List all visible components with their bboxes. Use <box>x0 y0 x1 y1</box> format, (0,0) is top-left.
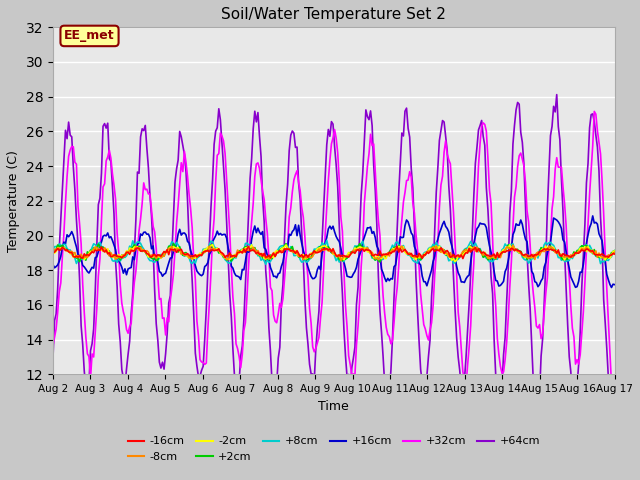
-2cm <box>118 252 125 258</box>
+64cm <box>534 411 542 417</box>
-8cm <box>611 250 618 255</box>
+8cm <box>244 242 252 248</box>
+2cm <box>49 249 57 255</box>
Legend: -16cm, -8cm, -2cm, +2cm, +8cm, +16cm, +32cm, +64cm: -16cm, -8cm, -2cm, +2cm, +8cm, +16cm, +3… <box>124 432 545 467</box>
+8cm <box>236 250 243 256</box>
+2cm <box>246 245 254 251</box>
-16cm <box>582 246 590 252</box>
-2cm <box>582 249 590 254</box>
-16cm <box>296 254 304 260</box>
+2cm <box>118 252 125 258</box>
-8cm <box>49 249 57 254</box>
+16cm <box>118 264 125 270</box>
Line: +16cm: +16cm <box>53 216 614 288</box>
-2cm <box>451 259 459 264</box>
-8cm <box>295 253 303 259</box>
+32cm <box>579 309 587 315</box>
Line: +8cm: +8cm <box>53 240 614 264</box>
+2cm <box>582 242 590 248</box>
Y-axis label: Temperature (C): Temperature (C) <box>7 150 20 252</box>
Line: +2cm: +2cm <box>53 244 614 262</box>
Line: -8cm: -8cm <box>53 245 614 261</box>
-2cm <box>237 249 244 254</box>
+2cm <box>218 251 226 257</box>
+32cm <box>216 130 224 136</box>
-2cm <box>611 248 618 254</box>
-8cm <box>244 248 252 253</box>
+8cm <box>118 256 125 262</box>
+8cm <box>216 250 224 256</box>
-16cm <box>118 255 125 261</box>
+64cm <box>611 373 618 379</box>
-2cm <box>218 252 226 258</box>
+64cm <box>236 379 243 384</box>
+64cm <box>118 367 125 372</box>
-8cm <box>216 249 224 254</box>
X-axis label: Time: Time <box>319 400 349 413</box>
-16cm <box>459 256 467 262</box>
-16cm <box>236 250 243 255</box>
-8cm <box>582 244 590 250</box>
+16cm <box>611 282 618 288</box>
+8cm <box>296 257 304 263</box>
Line: +64cm: +64cm <box>53 95 614 414</box>
Line: +32cm: +32cm <box>53 111 614 396</box>
+32cm <box>591 108 598 114</box>
Text: EE_met: EE_met <box>64 29 115 42</box>
+8cm <box>49 247 57 252</box>
+16cm <box>589 213 596 219</box>
+16cm <box>49 262 57 267</box>
+16cm <box>216 230 224 236</box>
Line: -2cm: -2cm <box>53 245 614 262</box>
-16cm <box>244 243 252 249</box>
+8cm <box>611 248 618 253</box>
+64cm <box>244 211 252 216</box>
-8cm <box>236 249 243 254</box>
+32cm <box>295 179 303 185</box>
+8cm <box>582 242 590 248</box>
+16cm <box>295 222 303 228</box>
-16cm <box>611 251 618 257</box>
+2cm <box>611 248 618 253</box>
-8cm <box>337 258 345 264</box>
+32cm <box>611 393 618 398</box>
Line: -16cm: -16cm <box>53 246 614 259</box>
-2cm <box>209 242 216 248</box>
+8cm <box>323 238 331 243</box>
-16cm <box>216 249 224 255</box>
-2cm <box>296 254 304 260</box>
+8cm <box>262 262 269 267</box>
+2cm <box>296 254 304 260</box>
+2cm <box>376 259 384 265</box>
+32cm <box>49 343 57 348</box>
+64cm <box>582 180 590 186</box>
+32cm <box>244 264 252 270</box>
-2cm <box>246 245 254 251</box>
-2cm <box>49 249 57 254</box>
+2cm <box>237 248 244 254</box>
+16cm <box>236 274 243 280</box>
-8cm <box>118 254 125 260</box>
+32cm <box>236 354 243 360</box>
+64cm <box>49 355 57 361</box>
-16cm <box>49 249 57 255</box>
-16cm <box>246 248 254 254</box>
Title: Soil/Water Temperature Set 2: Soil/Water Temperature Set 2 <box>221 7 446 22</box>
+64cm <box>216 117 224 122</box>
+64cm <box>553 92 561 97</box>
+16cm <box>607 285 615 290</box>
+32cm <box>118 300 125 306</box>
-8cm <box>509 242 516 248</box>
+2cm <box>170 241 177 247</box>
+16cm <box>244 250 252 255</box>
+64cm <box>295 180 303 186</box>
+16cm <box>579 262 587 267</box>
